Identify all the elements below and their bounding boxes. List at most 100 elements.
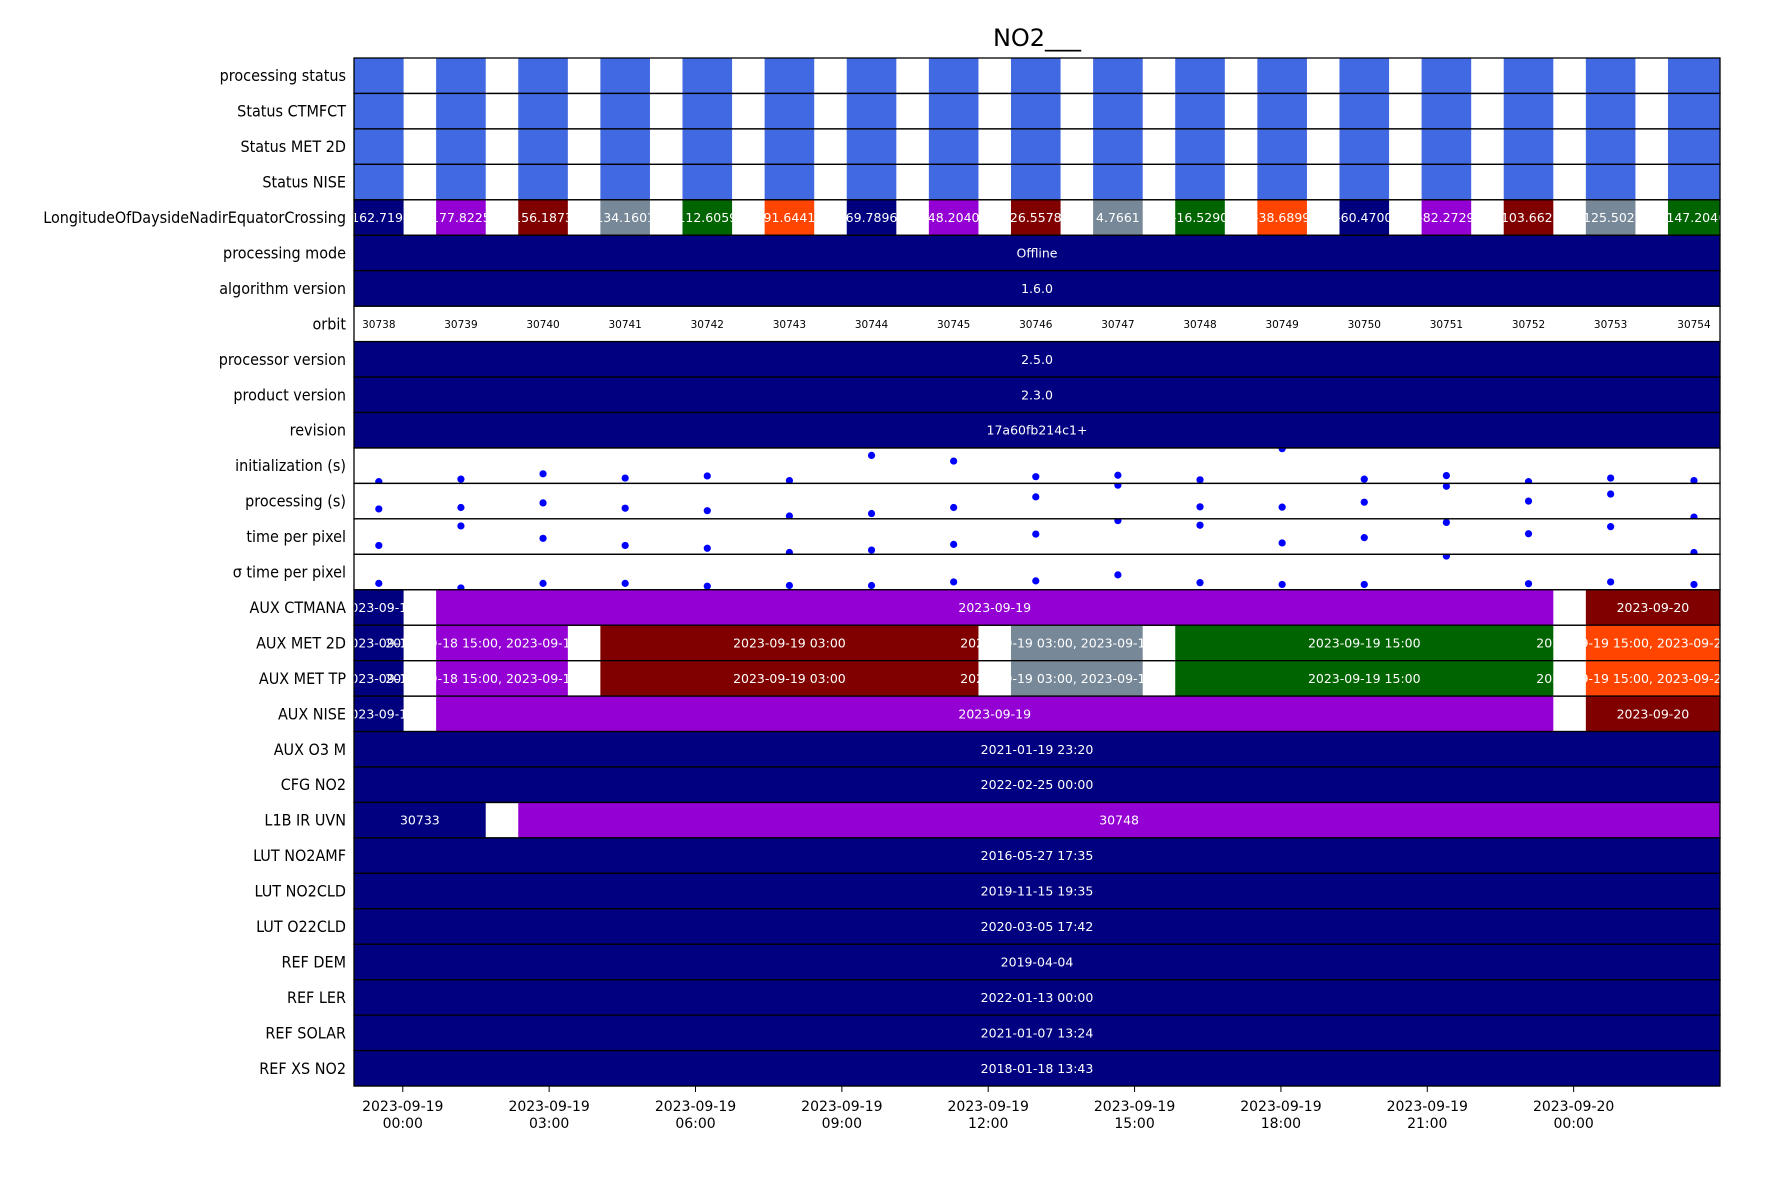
row-label: Status CTMFCT	[237, 102, 346, 121]
crossing-label: 177.8225	[431, 210, 491, 225]
crossing-label: 26.5578	[1010, 210, 1062, 225]
row-content	[375, 518, 1698, 555]
data-point	[1032, 577, 1040, 585]
row-content: 2.3.0	[354, 377, 1720, 413]
segment-label: 2023-09-19 03:00	[733, 671, 846, 686]
segment-bar	[1585, 660, 1720, 697]
data-point	[1114, 571, 1122, 579]
segment-bar	[1175, 660, 1554, 697]
segment-label: 2023-09-19 03:00, 2023-09-19 15:00	[960, 671, 1193, 686]
segment-label: 2023-09-19 15:00, 2023-09-20 03:00	[1536, 635, 1769, 650]
row-label: processing status	[220, 66, 346, 85]
crossing-bar	[682, 199, 733, 236]
data-point	[1196, 476, 1204, 484]
row-23: LUT NO2CLD 2019-11-15 19:35	[254, 872, 1721, 910]
segment-bar	[354, 696, 404, 732]
status-bar	[1257, 93, 1307, 129]
data-point	[457, 475, 465, 483]
segment-bar	[354, 660, 404, 697]
row-content: 2019-11-15 19:35	[354, 873, 1720, 909]
data-point	[375, 541, 383, 550]
segment-label: 2023-09-19 03:00, 2023-09-19 15:00	[960, 635, 1193, 650]
row-label: AUX MET 2D	[256, 633, 346, 652]
status-bar	[1257, 58, 1307, 94]
row-border	[353, 1049, 1721, 1087]
data-point	[703, 507, 711, 515]
data-point	[950, 578, 958, 586]
status-bar	[764, 58, 815, 94]
data-point	[1114, 518, 1122, 525]
crossing-label: -147.2040	[1662, 210, 1726, 225]
row-border	[353, 482, 1721, 520]
x-tick-time: 21:00	[1407, 1116, 1447, 1132]
crossing-label: 4.7661	[1096, 210, 1140, 225]
status-bar	[1339, 93, 1390, 129]
orbit-number: 30745	[937, 319, 970, 331]
segment-label: 2023-09-19	[958, 706, 1031, 721]
x-tick-date: 2023-09-20	[1533, 1099, 1614, 1115]
segment-bar	[1010, 625, 1143, 661]
row-content: 2016-05-27 17:35	[354, 837, 1720, 874]
x-tick-date: 2023-09-19	[948, 1099, 1029, 1115]
data-point	[1442, 518, 1450, 526]
row-label: LongitudeOfDaysideNadirEquatorCrossing	[43, 208, 346, 227]
row-label: product version	[233, 385, 346, 404]
status-bar	[436, 93, 486, 129]
status-bar	[1503, 58, 1554, 94]
segment-label: 2023-09-18	[342, 671, 415, 686]
row-border	[353, 553, 1721, 591]
segment-label: 2016-05-27 17:35	[981, 848, 1094, 863]
status-bar	[1339, 58, 1390, 94]
status-bar	[764, 128, 815, 165]
x-tick-time: 09:00	[822, 1116, 862, 1132]
orbit-number: 30750	[1348, 319, 1381, 331]
data-point	[1278, 503, 1286, 511]
data-point	[1442, 472, 1450, 480]
chart-title: NO2___	[993, 24, 1082, 52]
x-tick-time: 03:00	[529, 1116, 569, 1132]
status-bar	[846, 128, 897, 165]
data-point	[1278, 580, 1286, 589]
crossing-bar	[1093, 199, 1143, 236]
x-tick-date: 2023-09-19	[1240, 1099, 1321, 1115]
status-bar	[846, 93, 897, 129]
segment-label: 2023-09-20	[1617, 600, 1690, 615]
status-bar	[1010, 58, 1061, 94]
segment-label: 2022-02-25 00:00	[981, 777, 1094, 792]
status-bar	[1421, 58, 1472, 94]
crossing-bar	[846, 199, 897, 236]
row-label: revision	[290, 421, 346, 440]
row-label: AUX CTMANA	[249, 598, 346, 617]
data-point	[1690, 476, 1698, 484]
row-label: Status MET 2D	[240, 137, 346, 156]
segment-bar	[354, 377, 1720, 413]
status-bar	[600, 164, 650, 200]
data-point	[1690, 548, 1698, 555]
crossing-bar	[1667, 199, 1720, 236]
status-bar	[600, 93, 650, 129]
data-point	[950, 503, 958, 512]
data-point	[1032, 530, 1040, 538]
row-9: product version 2.3.0	[233, 376, 1721, 414]
row-7: orbit 30738 30739 30740 30741 30742 30743 30744…	[313, 305, 1721, 343]
row-11: initialization (s)	[235, 447, 1721, 485]
data-point	[375, 478, 383, 484]
data-point	[785, 512, 794, 519]
crossing-label: -125.5022	[1579, 210, 1643, 225]
segment-label: 30733	[400, 813, 440, 828]
segment-bar	[354, 837, 1720, 874]
row-24: LUT O22CLD 2020-03-05 17:42	[256, 908, 1721, 945]
segment-label: 2018-01-18 13:43	[981, 1061, 1094, 1076]
orbit-number: 30744	[855, 319, 889, 331]
row-28: REF XS NO2 2018-01-18 13:43	[259, 1049, 1721, 1087]
status-bar	[1175, 58, 1225, 94]
orbit-number: 30751	[1430, 319, 1463, 331]
segment-label: 2023-09-20	[1617, 706, 1690, 721]
crossing-bar	[928, 199, 979, 236]
data-point	[867, 546, 876, 554]
status-bar	[354, 164, 404, 200]
status-bar	[764, 164, 815, 200]
segment-label: 2023-09-18	[342, 635, 415, 650]
